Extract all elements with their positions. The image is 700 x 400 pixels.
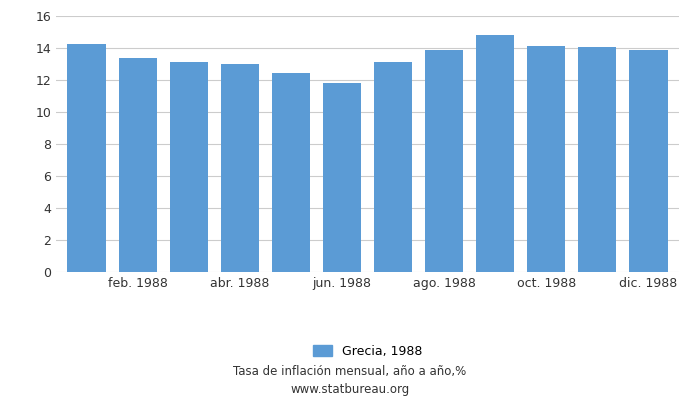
Bar [629,50,668,272]
Bar [67,44,106,272]
Bar [169,62,208,272]
Bar [374,62,412,272]
Bar [272,73,310,272]
Text: Tasa de inflación mensual, año a año,%: Tasa de inflación mensual, año a año,% [233,366,467,378]
Bar [323,83,361,272]
Text: www.statbureau.org: www.statbureau.org [290,384,410,396]
Bar [220,64,259,272]
Bar [527,46,566,272]
Bar [425,50,463,272]
Bar [578,47,617,272]
Legend: Grecia, 1988: Grecia, 1988 [308,340,427,363]
Bar [118,58,157,272]
Bar [476,35,514,272]
